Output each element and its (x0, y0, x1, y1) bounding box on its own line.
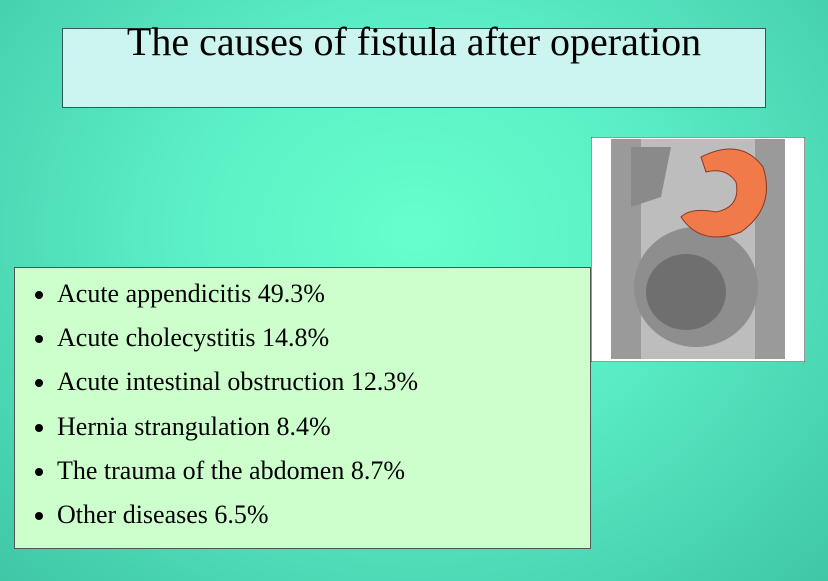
title-box (62, 28, 766, 108)
stomach (680, 148, 767, 238)
cause-list: Acute appendicitis 49.3%Acute cholecysti… (14, 272, 418, 537)
intestines-inner (646, 254, 726, 330)
cause-item: Other diseases 6.5% (57, 493, 418, 537)
cause-item: Acute cholecystitis 14.8% (57, 316, 418, 360)
liver (631, 147, 671, 207)
cause-item: Hernia strangulation 8.4% (57, 405, 418, 449)
abdomen-illustration (591, 137, 805, 362)
cause-item: Acute intestinal obstruction 12.3% (57, 360, 418, 404)
slide-title: The causes of fistula after operation (126, 19, 702, 64)
cause-item: The trauma of the abdomen 8.7% (57, 449, 418, 493)
list-box (14, 267, 591, 549)
cause-item: Acute appendicitis 49.3% (57, 272, 418, 316)
